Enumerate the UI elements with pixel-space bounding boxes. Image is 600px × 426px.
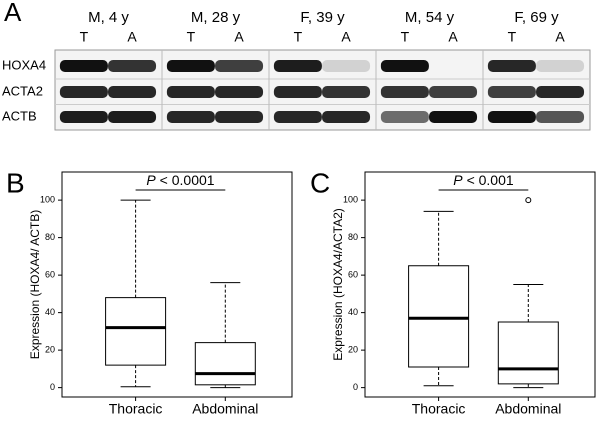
box xyxy=(408,265,470,368)
group-label: M, 28 y xyxy=(191,9,241,26)
y-tick-label: 0 xyxy=(353,382,358,392)
band xyxy=(108,86,157,98)
group-label: F, 39 y xyxy=(300,9,345,26)
y-tick-label: 0 xyxy=(50,382,55,392)
band xyxy=(108,111,157,123)
band xyxy=(322,60,371,72)
group-label: M, 54 y xyxy=(405,9,455,26)
band xyxy=(215,86,264,98)
annotation: P < 0.001 xyxy=(453,172,514,188)
outlier xyxy=(525,197,532,204)
y-tick-label: 60 xyxy=(348,270,358,280)
box xyxy=(194,342,256,386)
annotation-text: < 0.0001 xyxy=(160,172,215,188)
x-tick-label: Abdominal xyxy=(495,401,561,417)
band xyxy=(215,60,264,72)
plot-frame xyxy=(61,171,293,398)
band xyxy=(59,86,108,98)
row-label: ACTB xyxy=(2,108,37,123)
y-axis-label: Expression (HOXA4/ACTA2) xyxy=(331,208,345,361)
band xyxy=(429,86,478,98)
band xyxy=(380,86,429,98)
x-tick-label: Thoracic xyxy=(109,401,163,417)
lane-label: A xyxy=(555,29,565,45)
lane-label: A xyxy=(448,29,458,45)
band xyxy=(273,111,322,123)
band xyxy=(59,60,108,72)
y-tick-label: 80 xyxy=(45,232,55,242)
x-tick-label: Abdominal xyxy=(192,401,258,417)
band xyxy=(108,60,157,72)
lane-label: T xyxy=(187,29,196,45)
group-label: F, 69 y xyxy=(514,9,559,26)
annotation: P < 0.0001 xyxy=(146,172,214,188)
annotation-italic: P xyxy=(453,172,463,188)
x-tick-label: Thoracic xyxy=(412,401,466,417)
group-label: M, 4 y xyxy=(88,9,129,26)
band xyxy=(322,86,371,98)
y-axis-label: Expression (HOXA4/ ACTB) xyxy=(28,210,42,359)
band xyxy=(536,86,585,98)
lane-label: T xyxy=(401,29,410,45)
y-tick-label: 20 xyxy=(348,345,358,355)
y-tick-label: 40 xyxy=(348,307,358,317)
band xyxy=(166,60,215,72)
lane-label: A xyxy=(341,29,351,45)
band xyxy=(487,60,536,72)
row-label: ACTA2 xyxy=(2,83,43,98)
panel-letter: A xyxy=(4,0,22,27)
band xyxy=(322,111,371,123)
band xyxy=(429,111,478,123)
panel-letter: B xyxy=(6,167,25,198)
y-tick-label: 100 xyxy=(40,195,55,205)
band xyxy=(487,111,536,123)
y-tick-label: 40 xyxy=(45,307,55,317)
box xyxy=(497,321,559,385)
y-tick-label: 80 xyxy=(348,232,358,242)
band xyxy=(215,111,264,123)
annotation-text: < 0.001 xyxy=(467,172,514,188)
band xyxy=(536,111,585,123)
band xyxy=(166,111,215,123)
panel-letter: C xyxy=(310,167,330,198)
lane-label: T xyxy=(294,29,303,45)
band xyxy=(380,60,429,72)
band xyxy=(273,60,322,72)
band xyxy=(59,111,108,123)
band xyxy=(273,86,322,98)
y-tick-label: 60 xyxy=(45,270,55,280)
plot-frame xyxy=(364,171,596,398)
band xyxy=(380,111,429,123)
box xyxy=(105,297,167,366)
band xyxy=(536,60,585,72)
y-tick-label: 100 xyxy=(343,195,358,205)
band xyxy=(166,86,215,98)
band xyxy=(487,86,536,98)
y-tick-label: 20 xyxy=(45,345,55,355)
annotation-italic: P xyxy=(146,172,156,188)
row-label: HOXA4 xyxy=(2,57,46,72)
lane-label: A xyxy=(234,29,244,45)
lane-label: A xyxy=(127,29,137,45)
lane-label: T xyxy=(508,29,517,45)
lane-label: T xyxy=(80,29,89,45)
